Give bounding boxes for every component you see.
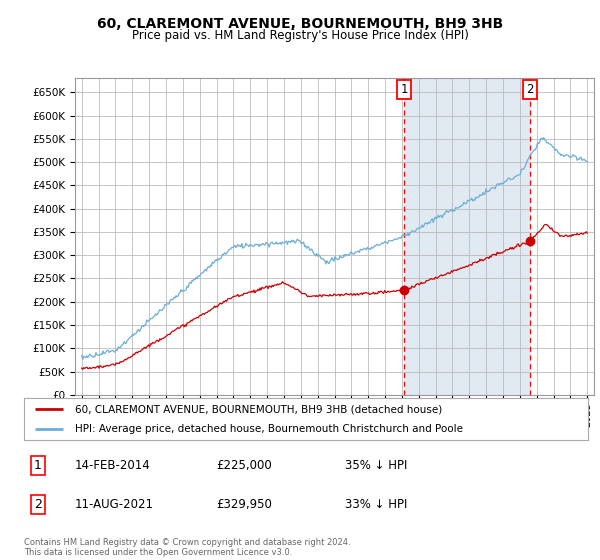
Text: 14-FEB-2014: 14-FEB-2014 (75, 459, 151, 472)
Text: Price paid vs. HM Land Registry's House Price Index (HPI): Price paid vs. HM Land Registry's House … (131, 29, 469, 42)
Text: HPI: Average price, detached house, Bournemouth Christchurch and Poole: HPI: Average price, detached house, Bour… (75, 424, 463, 433)
Text: 1: 1 (400, 83, 407, 96)
Text: 60, CLAREMONT AVENUE, BOURNEMOUTH, BH9 3HB: 60, CLAREMONT AVENUE, BOURNEMOUTH, BH9 3… (97, 17, 503, 31)
Text: 1: 1 (34, 459, 42, 472)
Text: Contains HM Land Registry data © Crown copyright and database right 2024.
This d: Contains HM Land Registry data © Crown c… (24, 538, 350, 557)
Text: 2: 2 (527, 83, 534, 96)
Text: £225,000: £225,000 (216, 459, 272, 472)
Text: 2: 2 (34, 498, 42, 511)
Text: 60, CLAREMONT AVENUE, BOURNEMOUTH, BH9 3HB (detached house): 60, CLAREMONT AVENUE, BOURNEMOUTH, BH9 3… (75, 404, 442, 414)
Text: £329,950: £329,950 (216, 498, 272, 511)
Text: 11-AUG-2021: 11-AUG-2021 (75, 498, 154, 511)
Text: 33% ↓ HPI: 33% ↓ HPI (346, 498, 408, 511)
Bar (404, 78, 530, 395)
Text: 35% ↓ HPI: 35% ↓ HPI (346, 459, 408, 472)
